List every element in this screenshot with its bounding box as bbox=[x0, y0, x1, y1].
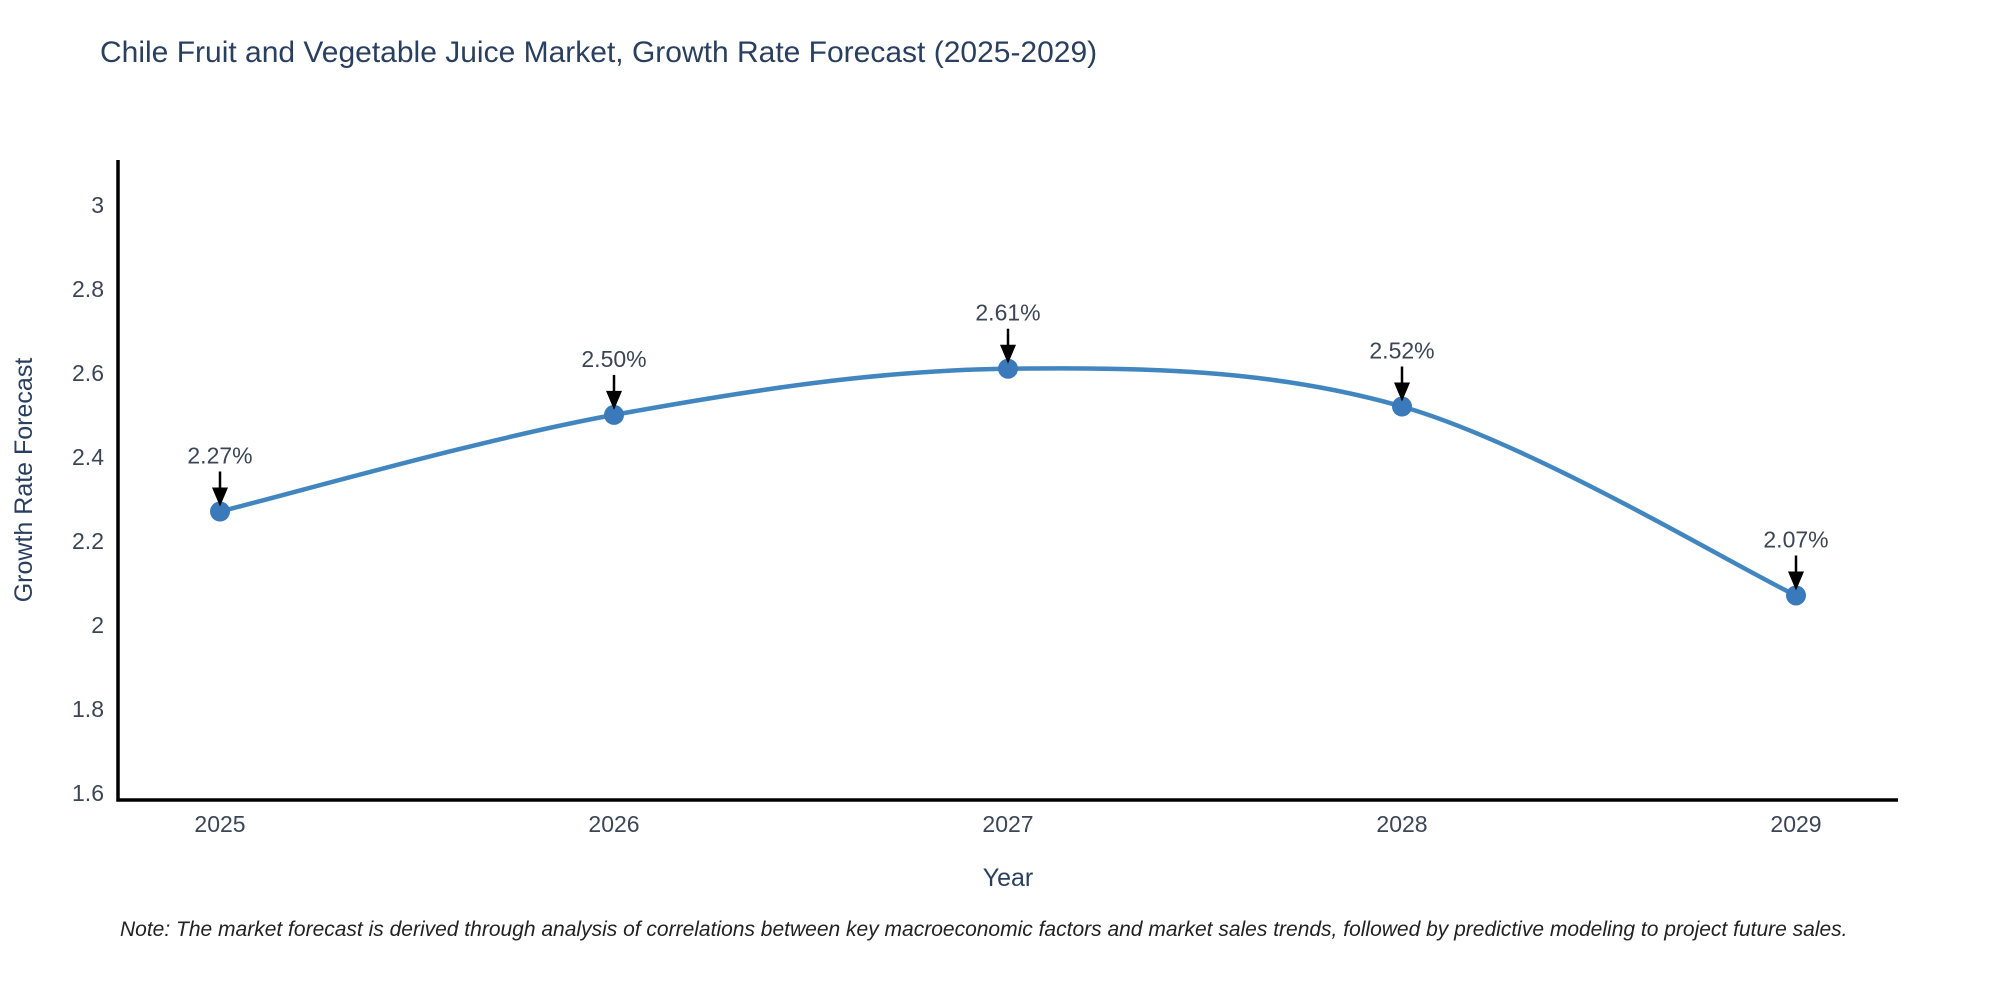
trend-line bbox=[217, 366, 1799, 598]
point-annotation: 2.50% bbox=[581, 346, 646, 372]
annotation-arrowhead bbox=[1394, 382, 1410, 402]
x-axis-tick-label: 2029 bbox=[1770, 811, 1821, 837]
data-point bbox=[998, 358, 1018, 379]
point-annotation: 2.07% bbox=[1763, 526, 1828, 552]
data-point bbox=[1392, 396, 1412, 417]
x-axis-tick-label: 2028 bbox=[1376, 811, 1427, 837]
y-axis-tick-label: 2.4 bbox=[72, 444, 104, 470]
point-annotation: 2.61% bbox=[975, 300, 1040, 326]
y-axis-tick-label: 2.6 bbox=[72, 360, 104, 386]
y-axis-tick-label: 2 bbox=[91, 612, 104, 638]
y-axis-tick-label: 1.6 bbox=[72, 780, 104, 806]
footnote: Note: The market forecast is derived thr… bbox=[120, 918, 1848, 941]
axis-line bbox=[116, 160, 1898, 802]
data-point bbox=[1786, 585, 1806, 606]
annotation-arrowhead bbox=[1788, 571, 1804, 591]
y-axis-title: Growth Rate Forecast bbox=[10, 358, 38, 603]
y-axis-tick-label: 1.8 bbox=[72, 696, 104, 722]
y-axis-tick-label: 3 bbox=[91, 192, 104, 218]
x-axis-tick-label: 2026 bbox=[588, 811, 639, 837]
x-axis-tick-label: 2025 bbox=[194, 811, 245, 837]
x-axis-tick-label: 2027 bbox=[982, 811, 1033, 837]
data-point bbox=[210, 501, 230, 522]
data-point bbox=[604, 404, 624, 425]
y-axis-tick-label: 2.8 bbox=[72, 276, 104, 302]
y-axis-tick-label: 2.2 bbox=[72, 528, 104, 554]
annotation-arrowhead bbox=[1000, 344, 1016, 364]
annotation-arrowhead bbox=[606, 390, 622, 410]
point-annotation: 2.52% bbox=[1369, 338, 1434, 364]
x-axis-title: Year bbox=[983, 864, 1034, 892]
point-annotation: 2.27% bbox=[187, 442, 252, 468]
annotation-arrowhead bbox=[212, 487, 228, 507]
chart-title: Chile Fruit and Vegetable Juice Market, … bbox=[100, 36, 1098, 69]
